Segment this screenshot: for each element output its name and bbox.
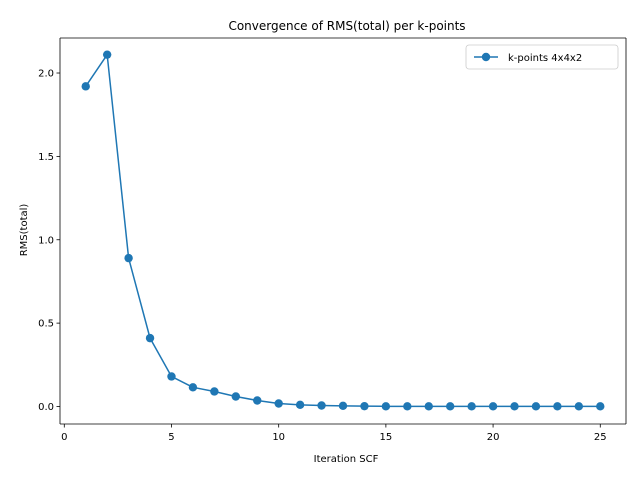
data-point bbox=[403, 402, 412, 411]
legend-box bbox=[465, 44, 619, 70]
data-point bbox=[553, 402, 562, 411]
data-point bbox=[531, 402, 541, 411]
y-tick-label: 2.0 bbox=[38, 69, 54, 80]
y-tick-label: 0.5 bbox=[38, 319, 54, 330]
data-point bbox=[124, 253, 133, 263]
data-point bbox=[295, 400, 305, 410]
data-point bbox=[488, 402, 498, 411]
data-point bbox=[360, 401, 369, 411]
data-point bbox=[338, 401, 348, 411]
data-point bbox=[167, 372, 176, 381]
y-axis-label: RMS(total) bbox=[19, 204, 30, 257]
legend-label: k-points 4x4x2 bbox=[508, 53, 582, 64]
plot-area: 0 5 10 15 20 25 0.0 0.5 1.0 1.5 2.0 bbox=[38, 37, 627, 443]
x-axis-label: Iteration SCF bbox=[314, 454, 379, 465]
x-tick-label: 15 bbox=[380, 432, 393, 443]
data-point bbox=[253, 396, 262, 405]
x-tick-label: 20 bbox=[487, 432, 500, 443]
data-point bbox=[467, 402, 476, 411]
data-point bbox=[145, 333, 155, 343]
data-point bbox=[424, 402, 433, 411]
y-tick-label: 0.0 bbox=[38, 402, 54, 413]
data-point bbox=[574, 402, 584, 411]
data-point bbox=[188, 383, 198, 392]
data-point bbox=[81, 82, 90, 91]
data-point bbox=[596, 402, 605, 411]
y-tick-label: 1.5 bbox=[38, 152, 54, 163]
x-tick-label: 0 bbox=[61, 432, 67, 443]
data-point bbox=[231, 392, 241, 401]
data-point bbox=[381, 402, 391, 411]
chart-title: Convergence of RMS(total) per k-points bbox=[228, 19, 465, 33]
data-point bbox=[102, 50, 112, 59]
x-tick-label: 10 bbox=[272, 432, 285, 443]
data-point bbox=[274, 399, 283, 408]
legend: k-points 4x4x2 bbox=[465, 44, 619, 70]
x-tick-label: 25 bbox=[594, 432, 607, 443]
x-tick-label: 5 bbox=[168, 432, 174, 443]
data-point bbox=[317, 401, 326, 410]
data-point bbox=[210, 387, 219, 396]
data-point bbox=[510, 402, 519, 411]
legend-marker bbox=[481, 52, 491, 62]
data-point bbox=[445, 402, 455, 411]
y-tick-label: 1.0 bbox=[38, 235, 54, 246]
